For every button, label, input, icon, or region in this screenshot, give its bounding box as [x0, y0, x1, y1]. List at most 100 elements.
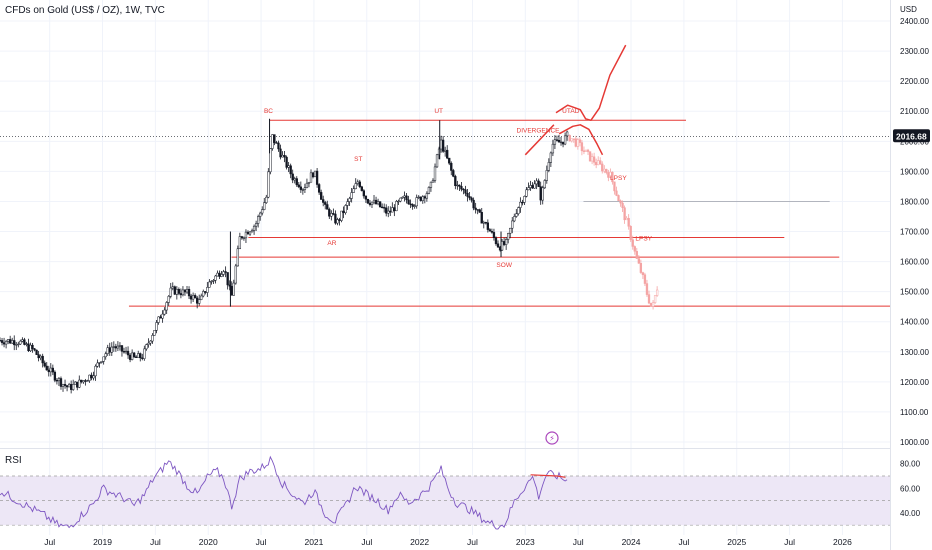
wyckoff-label: LPSY [610, 175, 627, 182]
candle-body [322, 199, 325, 203]
candle-body [419, 196, 422, 201]
candle-body [185, 289, 189, 293]
candle-body [492, 232, 496, 238]
candle-body [39, 355, 42, 359]
time-tick-label: Jul [44, 537, 55, 547]
wyckoff-label: SOW [496, 262, 512, 269]
candle-body [421, 196, 424, 201]
projection-body [647, 294, 651, 304]
candle-body [49, 367, 52, 373]
projection-body [629, 226, 632, 240]
candle-body [37, 354, 40, 359]
projection-body [617, 195, 620, 201]
candle-body [433, 166, 437, 181]
candle-body [326, 204, 329, 210]
price-tick-label: 1600.00 [900, 258, 929, 267]
candle-body [452, 170, 455, 177]
candle-body [94, 365, 97, 377]
candle-body [509, 227, 512, 234]
candle-body [161, 313, 164, 319]
rsi-pane [0, 455, 890, 530]
candle-body [265, 196, 268, 203]
projection-body [597, 160, 600, 166]
candle-body [507, 233, 510, 240]
wyckoff-label: LPSY [635, 236, 652, 243]
candle-body [521, 201, 524, 204]
candle-body [35, 349, 38, 355]
projection-body [576, 139, 580, 147]
candle-body [397, 200, 400, 203]
candle-body [405, 195, 408, 201]
time-tick-label: 2020 [199, 537, 218, 547]
candle-body [240, 236, 244, 239]
time-tick-label: 2022 [410, 537, 429, 547]
candle-body [155, 322, 158, 331]
divergence-line [524, 124, 555, 156]
candle-body [448, 157, 451, 164]
candle-body [122, 351, 126, 353]
candle-body [189, 295, 193, 300]
candle-body [299, 186, 302, 190]
candle-body [261, 209, 264, 214]
candle-body [543, 180, 546, 189]
price-tick-label: 1700.00 [900, 228, 929, 237]
candle-body [435, 154, 439, 168]
candle-body [104, 353, 107, 358]
candle-body [43, 362, 46, 367]
candle-body [238, 236, 242, 250]
projection-body [592, 156, 596, 163]
candle-body [482, 222, 485, 224]
candle-body [252, 225, 256, 231]
price-tick-label: 2200.00 [900, 77, 929, 86]
candle-body [549, 152, 553, 163]
candle-body [338, 219, 341, 221]
candle-body [100, 361, 103, 363]
candle-body [19, 340, 22, 345]
candle-body [472, 199, 475, 209]
candle-body [460, 186, 463, 190]
candle-body [275, 142, 278, 144]
time-tick-label: 2019 [93, 537, 112, 547]
candle-body [454, 176, 457, 186]
candle-body [297, 184, 300, 188]
candle-body [102, 356, 105, 362]
candle-body [232, 282, 235, 296]
candle-body [143, 348, 146, 359]
candle-body [0, 340, 4, 343]
candle-body [13, 340, 16, 346]
candle-body [137, 353, 140, 358]
candle-body [246, 231, 250, 235]
price-tick-label: 1200.00 [900, 378, 929, 387]
wyckoff-label: DIVERGENCE [517, 127, 561, 134]
projection-body [623, 207, 626, 221]
candle-body [171, 286, 174, 289]
candle-body [65, 385, 69, 388]
candle-body [511, 220, 514, 229]
projection-curves [524, 44, 627, 156]
price-tick-label: 1300.00 [900, 348, 929, 357]
candle-body [17, 343, 20, 346]
candle-body [248, 231, 252, 235]
projection-body [653, 295, 657, 303]
candle-body [545, 170, 548, 181]
projection-body [605, 168, 608, 173]
candle-body [259, 212, 262, 217]
projection-body [607, 172, 610, 178]
chart-grid [0, 0, 890, 535]
candle-body [151, 335, 154, 342]
projection-body [643, 274, 647, 284]
candle-body [41, 355, 44, 364]
candle-body [389, 210, 392, 213]
rsi-divergence-line [530, 474, 566, 478]
candle-body [254, 223, 258, 227]
flash-icon[interactable]: ⚡ [545, 431, 559, 445]
candle-body [356, 181, 359, 184]
candle-body [311, 172, 315, 178]
candle-body [565, 131, 569, 137]
wyckoff-label: AR [327, 240, 336, 247]
candle-body [515, 213, 518, 217]
candle-body [98, 362, 101, 364]
time-tick-label: Jul [573, 537, 584, 547]
candle-body [167, 296, 170, 303]
candle-body [72, 384, 75, 390]
